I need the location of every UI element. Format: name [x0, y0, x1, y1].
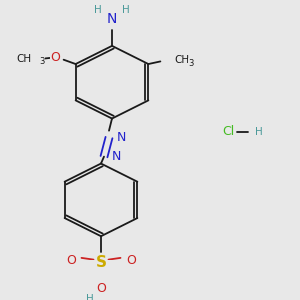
- Text: N: N: [117, 131, 126, 144]
- Text: O: O: [66, 254, 76, 267]
- Text: H: H: [94, 5, 102, 15]
- Text: H: H: [255, 127, 263, 136]
- Text: 3: 3: [188, 59, 194, 68]
- Text: H: H: [122, 5, 130, 15]
- Text: O: O: [96, 282, 106, 295]
- Text: CH: CH: [174, 55, 190, 65]
- Text: H: H: [86, 294, 94, 300]
- Text: CH: CH: [16, 54, 32, 64]
- Text: O: O: [51, 51, 61, 64]
- Text: O: O: [126, 254, 136, 267]
- Text: N: N: [112, 150, 122, 163]
- Text: N: N: [107, 12, 117, 26]
- Text: 3: 3: [40, 57, 45, 66]
- Text: S: S: [95, 255, 106, 270]
- Text: Cl: Cl: [222, 125, 234, 138]
